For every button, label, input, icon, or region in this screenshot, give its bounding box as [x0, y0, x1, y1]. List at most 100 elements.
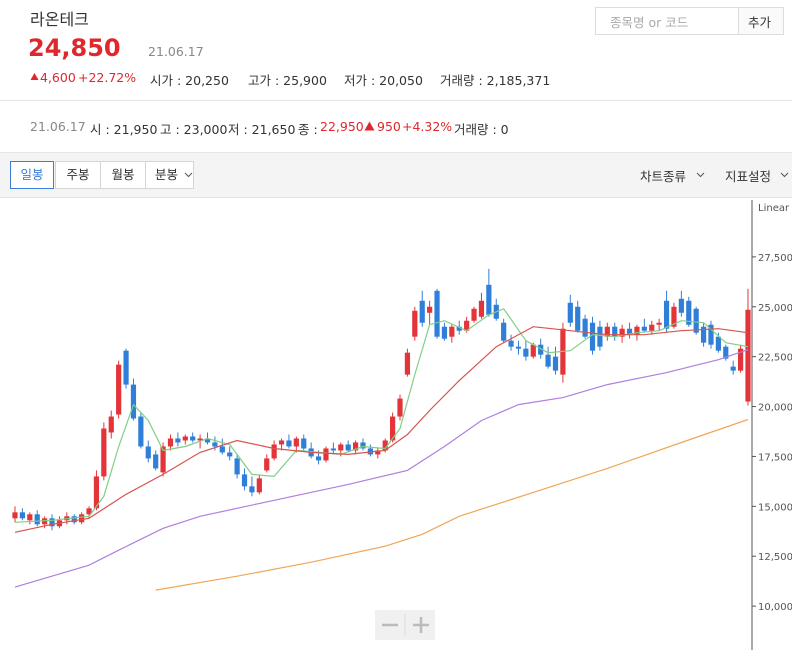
candle-body [619, 328, 625, 337]
tab-daily[interactable]: 일봉 [10, 161, 54, 189]
candle-body [700, 326, 707, 343]
moving-average [14, 326, 749, 533]
candle-body [552, 356, 559, 371]
candle-body [715, 336, 721, 351]
candle-body [634, 326, 640, 335]
chevron [780, 172, 789, 178]
candle-body [182, 436, 188, 441]
candle-body [434, 290, 440, 337]
candle-body [190, 436, 196, 441]
candle-body [508, 340, 514, 347]
candle-body [575, 306, 581, 331]
tab-weekly[interactable]: 주봉 [55, 161, 101, 189]
candle-body [501, 322, 507, 341]
candle-body [345, 444, 351, 451]
candle-body [745, 309, 751, 402]
zoom-icons [382, 614, 429, 636]
candle-body [175, 438, 181, 443]
day-change: 950 [377, 119, 401, 134]
candle-body [71, 516, 77, 523]
candle-body [271, 444, 277, 459]
candle-body [212, 442, 218, 447]
moving-average [155, 418, 749, 591]
candle-body [523, 348, 529, 357]
candle-body [656, 322, 662, 325]
candle-body [390, 416, 396, 441]
candle-body [723, 346, 729, 359]
y-tick-label: 20,000 [758, 403, 792, 414]
candle-body [449, 326, 455, 337]
candle-body [663, 300, 670, 329]
scale-label: Linear [758, 203, 790, 214]
price: 24,850 [28, 34, 121, 62]
candle-body [419, 300, 425, 323]
candle-body [515, 346, 522, 349]
y-tick-label: 12,500 [758, 552, 792, 563]
high: 고가 : 25,900 [248, 73, 327, 88]
candle-body [130, 384, 137, 419]
candle-body [167, 438, 174, 447]
search-placeholder: 종목명 or 코드 [610, 15, 689, 30]
candle-body [612, 326, 618, 337]
candle-body [441, 326, 448, 339]
up-icon [30, 73, 39, 80]
candle-body [241, 474, 248, 487]
candle-body [730, 366, 736, 371]
candle-body [293, 438, 299, 447]
day-high: 고 : 23,000 [160, 122, 228, 137]
candle-body [197, 438, 203, 441]
y-tick-label: 15,000 [758, 502, 792, 513]
candle-body [486, 284, 492, 315]
volume: 거래량 : 2,185,371 [440, 73, 551, 88]
candle-body [101, 428, 107, 477]
day-volume: 거래량 : 0 [454, 122, 509, 137]
candle-body [301, 438, 307, 449]
candle-body [604, 326, 610, 337]
candle-body [412, 310, 418, 337]
y-tick-label: 17,500 [758, 452, 792, 463]
moving-average [14, 349, 749, 588]
tab-monthly[interactable]: 월봉 [100, 161, 146, 189]
toolbar: 일봉 주봉 월봉 분봉 차트종류 지표설정 [0, 152, 792, 198]
candle-body [219, 446, 225, 453]
candle-body [227, 452, 233, 457]
chevron [184, 172, 193, 178]
candle-body [160, 446, 166, 473]
y-tick-label: 10,000 [758, 602, 792, 613]
tab-minute[interactable]: 분봉 [145, 161, 194, 189]
candle-body [108, 416, 114, 433]
candle-body [204, 438, 211, 443]
candle-body [382, 440, 388, 451]
candle-body [686, 300, 692, 325]
add-label: 추가 [748, 15, 772, 30]
day-close-label: 종 : [298, 122, 318, 137]
chart: Linear 10,000 12,500 15,000 17,500 20,000 22,5… [12, 200, 792, 650]
candle-body [397, 398, 403, 417]
candle-body [338, 444, 344, 451]
moving-average [14, 308, 749, 523]
candle-body [671, 306, 677, 327]
divider [0, 100, 792, 101]
candle-body [464, 320, 470, 331]
candle-body [641, 326, 647, 331]
candle-body [427, 306, 433, 313]
candle-body [678, 298, 684, 313]
candle-body [86, 508, 92, 515]
day-change-pct: +4.32% [402, 119, 453, 134]
date: 21.06.17 [148, 44, 204, 59]
change-pct: +22.72% [78, 70, 137, 85]
chart-type[interactable]: 차트종류 [640, 169, 687, 184]
candle-body [693, 308, 699, 333]
candle-body [471, 308, 477, 321]
candle-body [138, 416, 144, 447]
candle-body [323, 448, 329, 461]
zoom-control [375, 610, 435, 640]
candle-body [582, 318, 588, 337]
add-button[interactable] [738, 7, 784, 35]
y-tick-label: 25,000 [758, 303, 792, 314]
indicator-settings[interactable]: 지표설정 [725, 169, 772, 184]
stock-name: 라온테크 [30, 10, 89, 29]
candle-body [49, 518, 55, 527]
day-open: 시 : 21,950 [90, 122, 158, 137]
